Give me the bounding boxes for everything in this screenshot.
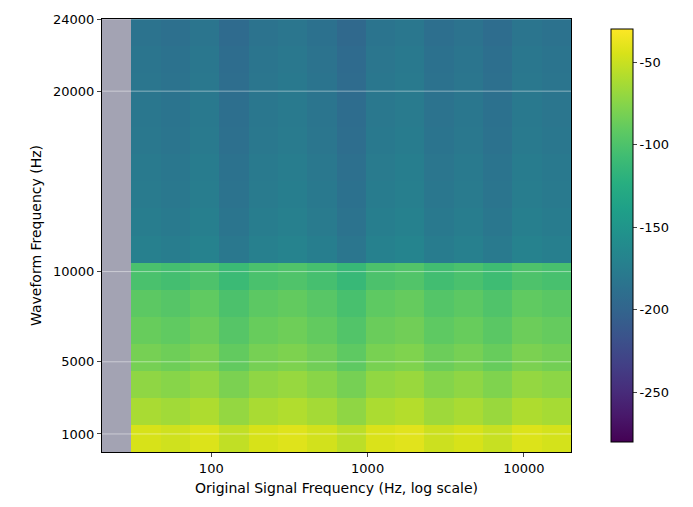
svg-text:Waveform Frequency (Hz): Waveform Frequency (Hz) <box>28 145 44 326</box>
svg-text:10000: 10000 <box>503 461 544 476</box>
svg-text:-50: -50 <box>640 55 661 70</box>
svg-text:-150: -150 <box>640 220 670 235</box>
svg-text:1000: 1000 <box>61 427 94 442</box>
svg-text:-250: -250 <box>640 385 670 400</box>
svg-text:Original Signal Frequency (Hz,: Original Signal Frequency (Hz, log scale… <box>195 480 478 496</box>
svg-text:24000: 24000 <box>53 12 94 27</box>
svg-text:5000: 5000 <box>61 354 94 369</box>
svg-text:1000: 1000 <box>351 461 384 476</box>
svg-text:20000: 20000 <box>53 84 94 99</box>
svg-text:10000: 10000 <box>53 264 94 279</box>
svg-text:-200: -200 <box>640 302 670 317</box>
svg-text:-100: -100 <box>640 137 670 152</box>
svg-text:100: 100 <box>199 461 224 476</box>
